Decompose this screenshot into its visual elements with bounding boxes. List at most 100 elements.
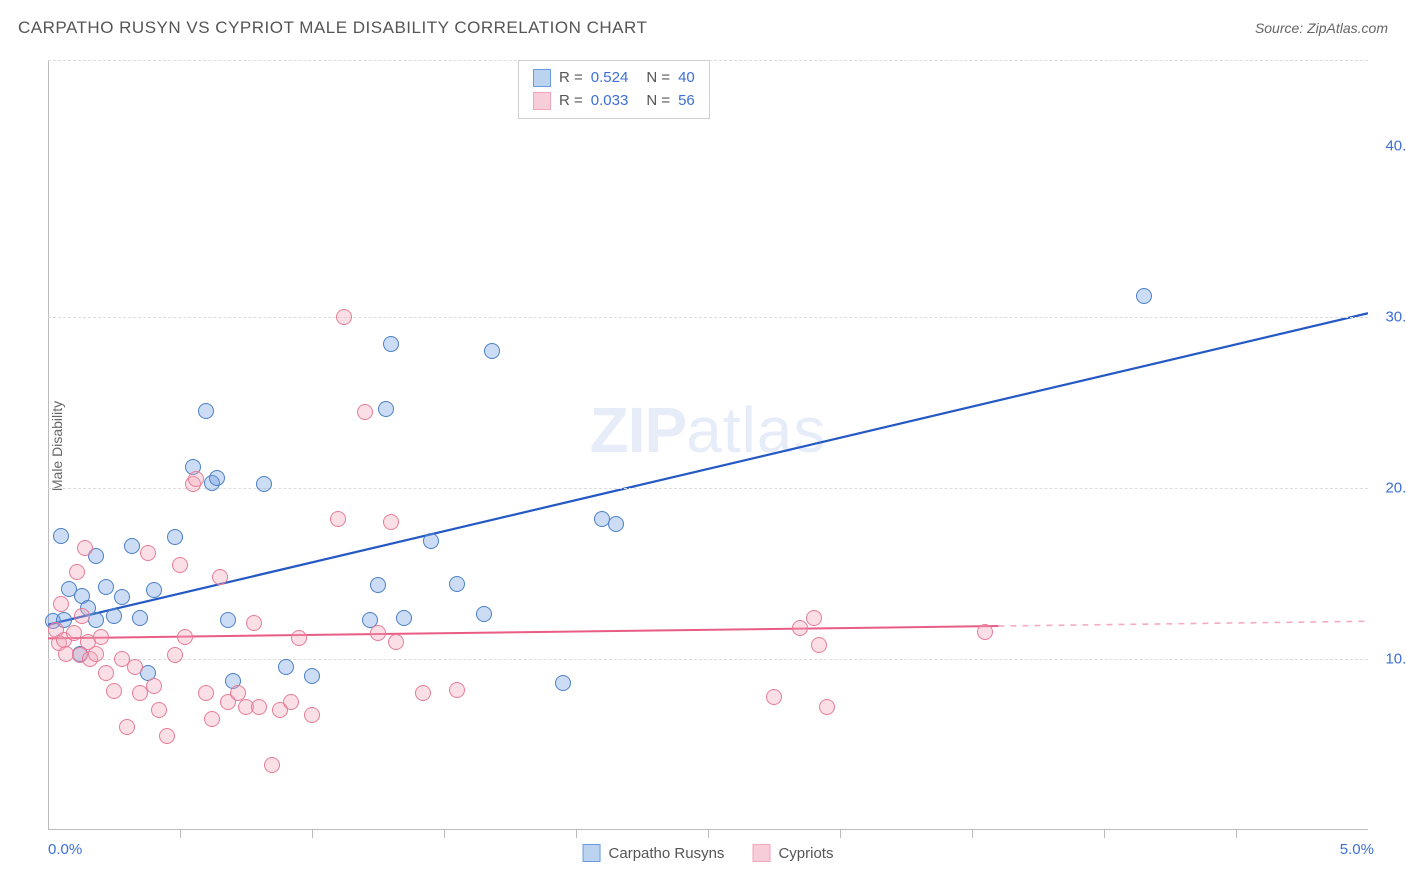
legend-label: Carpatho Rusyns [609,845,725,862]
chart-area: ZIPatlas R = 0.524N = 40R = 0.033N = 56 … [48,60,1368,830]
scatter-point [246,615,262,631]
gridline-h [48,317,1368,318]
n-value: 56 [678,90,695,113]
watermark-rest: atlas [686,394,826,466]
scatter-point [806,610,822,626]
scatter-point [204,711,220,727]
n-label: N = [646,67,670,90]
legend-row: R = 0.033 N = 56 [533,90,695,113]
scatter-point [172,557,188,573]
scatter-point [146,582,162,598]
scatter-point [151,702,167,718]
scatter-point [304,668,320,684]
scatter-point [209,470,225,486]
chart-title: CARPATHO RUSYN VS CYPRIOT MALE DISABILIT… [18,18,647,38]
scatter-point [370,577,386,593]
scatter-point [415,685,431,701]
scatter-point [119,719,135,735]
scatter-point [378,401,394,417]
scatter-point [220,612,236,628]
y-axis [48,60,49,830]
x-tick [972,830,973,838]
scatter-point [251,699,267,715]
r-value: 0.033 [591,90,629,113]
scatter-point [423,533,439,549]
y-tick-label: 40.0% [1385,137,1406,154]
scatter-point [167,647,183,663]
scatter-point [93,629,109,645]
scatter-point [977,624,993,640]
scatter-point [140,545,156,561]
scatter-point [388,634,404,650]
trendline-dashed [998,621,1368,626]
scatter-point [159,728,175,744]
legend-swatch [533,92,551,110]
scatter-point [98,665,114,681]
y-tick-label: 20.0% [1385,479,1406,496]
scatter-point [132,610,148,626]
correlation-legend: R = 0.524 N = 40 R = 0.033 N = 56 [518,60,710,119]
legend-swatch [583,844,601,862]
scatter-point [198,685,214,701]
x-tick-label: 0.0% [48,841,82,858]
scatter-point [124,538,140,554]
scatter-point [283,694,299,710]
scatter-point [74,608,90,624]
watermark: ZIPatlas [590,393,827,467]
scatter-point [114,589,130,605]
scatter-point [198,403,214,419]
r-value: 0.524 [591,67,629,90]
scatter-point [53,528,69,544]
scatter-point [370,625,386,641]
n-value: 40 [678,67,695,90]
scatter-point [188,471,204,487]
legend-label: Cypriots [778,845,833,862]
series-legend: Carpatho Rusyns Cypriots [583,844,834,862]
legend-swatch [752,844,770,862]
scatter-point [291,630,307,646]
scatter-point [336,309,352,325]
x-tick [576,830,577,838]
header: CARPATHO RUSYN VS CYPRIOT MALE DISABILIT… [18,18,1388,38]
scatter-point [304,707,320,723]
source-attribution: Source: ZipAtlas.com [1255,20,1388,36]
legend-item: Cypriots [752,844,833,862]
r-label: R = [559,67,583,90]
x-tick [1104,830,1105,838]
n-label: N = [646,90,670,113]
y-tick-label: 30.0% [1385,308,1406,325]
scatter-point [383,514,399,530]
scatter-point [555,675,571,691]
scatter-point [146,678,162,694]
scatter-point [177,629,193,645]
y-tick-label: 10.0% [1385,650,1406,667]
scatter-point [484,343,500,359]
x-tick [1236,830,1237,838]
scatter-point [330,511,346,527]
scatter-point [383,336,399,352]
x-tick [708,830,709,838]
scatter-point [357,404,373,420]
watermark-bold: ZIP [590,394,687,466]
scatter-point [278,659,294,675]
scatter-point [396,610,412,626]
scatter-point [476,606,492,622]
x-tick [312,830,313,838]
scatter-point [106,608,122,624]
scatter-point [106,683,122,699]
scatter-point [167,529,183,545]
legend-item: Carpatho Rusyns [583,844,725,862]
scatter-point [819,699,835,715]
trendline [48,313,1368,624]
scatter-point [77,540,93,556]
scatter-point [212,569,228,585]
scatter-point [53,596,69,612]
scatter-point [766,689,782,705]
x-tick-label: 5.0% [1340,841,1374,858]
x-tick [180,830,181,838]
legend-row: R = 0.524 N = 40 [533,67,695,90]
r-label: R = [559,90,583,113]
scatter-point [449,682,465,698]
scatter-point [792,620,808,636]
gridline-h [48,488,1368,489]
